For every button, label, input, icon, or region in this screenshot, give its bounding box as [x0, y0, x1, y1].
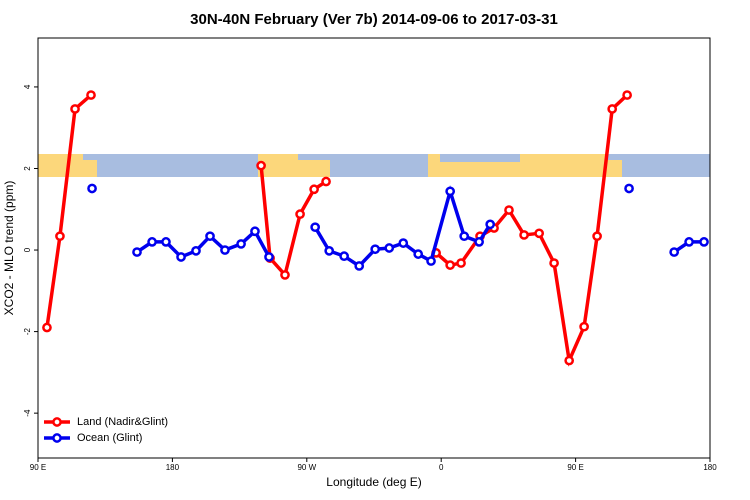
- x-axis-label: Longitude (deg E): [326, 475, 421, 489]
- data-point: [42, 322, 52, 333]
- data-point: [413, 249, 424, 259]
- data-point: [205, 231, 215, 242]
- data-point: [339, 251, 349, 262]
- data-point: [310, 222, 321, 233]
- series-line: [45, 93, 629, 367]
- x-tick-label: 0: [439, 463, 444, 472]
- data-point: [445, 260, 456, 270]
- data-point: [669, 247, 680, 257]
- data-point: [280, 270, 290, 280]
- data-point: [86, 90, 96, 100]
- data-point: [264, 252, 274, 262]
- data-point: [87, 183, 97, 194]
- data-point: [321, 176, 331, 187]
- data-point: [191, 246, 201, 256]
- data-point: [309, 184, 319, 195]
- data-point: [592, 231, 602, 242]
- data-point: [579, 321, 589, 332]
- data-point: [622, 90, 632, 100]
- x-tick-label: 90 W: [297, 463, 316, 472]
- x-tick-label: 90 E: [567, 463, 583, 472]
- data-point: [624, 183, 634, 194]
- data-point: [384, 243, 395, 253]
- legend-marker: [52, 433, 62, 443]
- y-tick-label: 0: [23, 247, 32, 252]
- data-point: [426, 256, 436, 266]
- data-point: [220, 245, 230, 255]
- data-point: [161, 237, 171, 247]
- y-tick-label: -2: [23, 327, 32, 335]
- data-point: [445, 186, 456, 197]
- data-point: [534, 228, 545, 239]
- data-point: [324, 246, 335, 256]
- data-point: [504, 205, 514, 215]
- legend-label: Land (Nadir&Glint): [77, 416, 168, 428]
- y-tick-label: 4: [23, 84, 32, 89]
- data-point: [295, 209, 305, 220]
- data-point: [684, 237, 694, 247]
- data-point: [370, 244, 381, 255]
- x-tick-label: 90 E: [30, 463, 46, 472]
- data-point: [485, 219, 496, 230]
- data-point: [70, 104, 80, 114]
- data-point: [699, 237, 709, 247]
- legend-label: Ocean (Glint): [77, 432, 142, 444]
- data-point: [398, 238, 409, 248]
- data-point: [354, 261, 365, 271]
- data-point: [549, 258, 559, 268]
- x-tick-label: 180: [703, 463, 717, 472]
- data-point: [519, 230, 529, 240]
- data-point: [456, 258, 466, 268]
- data-point: [459, 231, 470, 242]
- chart-title: 30N-40N February (Ver 7b) 2014-09-06 to …: [190, 11, 558, 28]
- data-point: [147, 237, 157, 247]
- x-tick-label: 180: [166, 463, 180, 472]
- data-point: [474, 237, 484, 247]
- data-point: [564, 355, 575, 366]
- plot-frame: [37, 37, 711, 459]
- data-point: [236, 239, 246, 249]
- legend-marker: [52, 417, 62, 427]
- data-point: [256, 160, 266, 171]
- map-strip: [38, 154, 710, 177]
- y-tick-label: 2: [23, 166, 32, 171]
- data-point: [176, 252, 186, 262]
- y-axis-label: XCO2 - MLO trend (ppm): [2, 181, 16, 316]
- data-point: [132, 247, 142, 257]
- data-point: [55, 231, 65, 242]
- data-point: [250, 226, 260, 237]
- y-tick-label: -4: [23, 409, 32, 417]
- data-point: [607, 104, 618, 114]
